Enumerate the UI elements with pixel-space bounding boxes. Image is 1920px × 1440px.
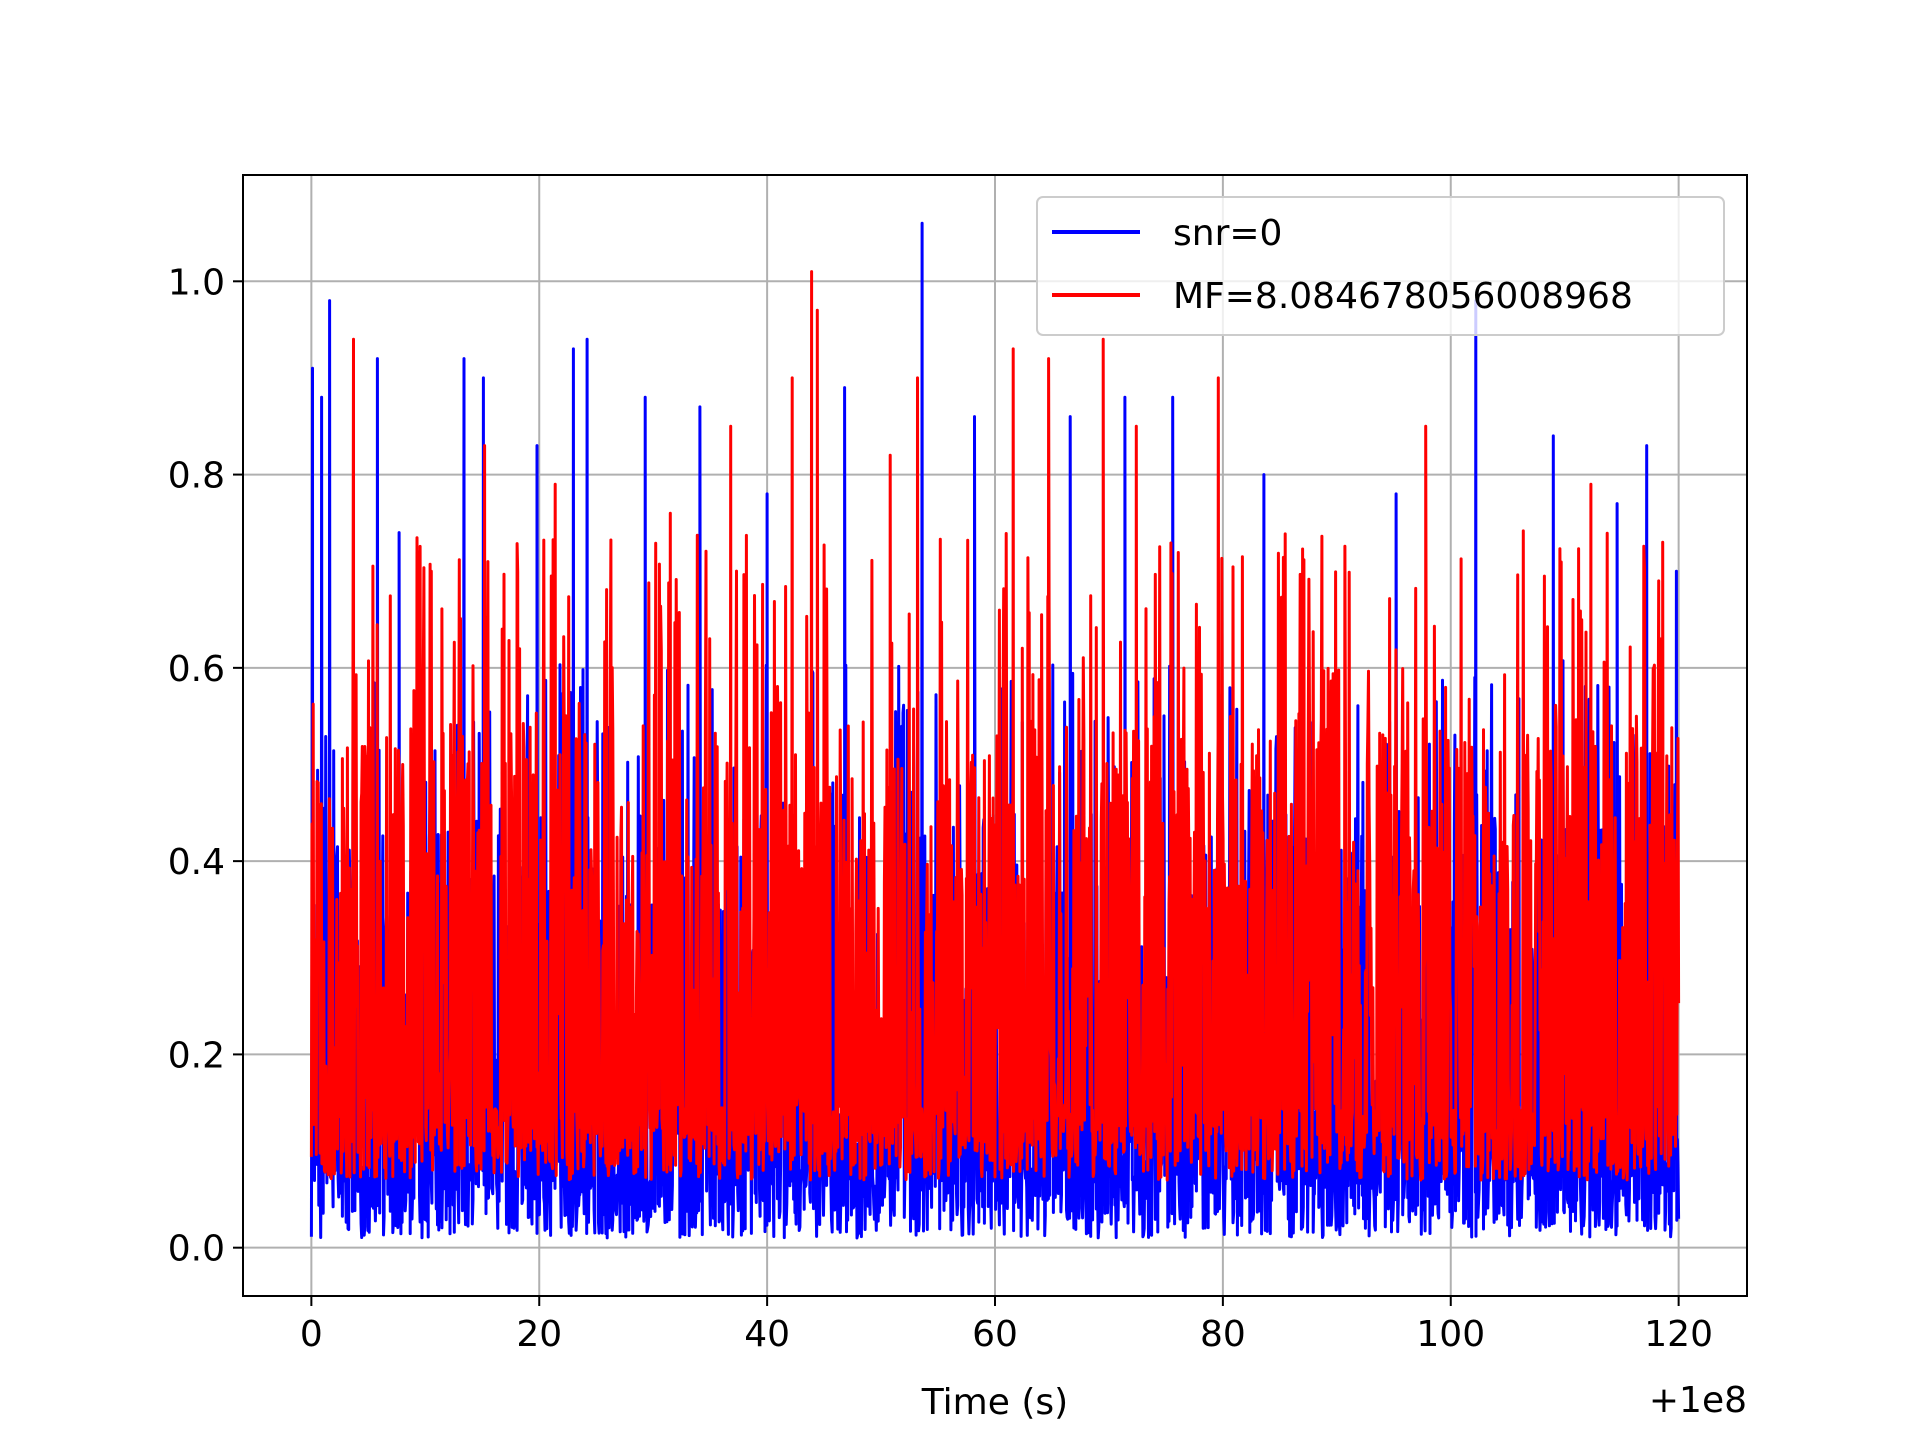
y-tick-label: 0.8 xyxy=(168,456,225,497)
x-tick-label: 120 xyxy=(1644,1314,1713,1355)
x-tick-label: 20 xyxy=(516,1314,562,1355)
x-tick-label: 100 xyxy=(1416,1314,1485,1355)
x-tick-label: 60 xyxy=(972,1314,1018,1355)
legend: snr=0 MF=8.084678056008968 xyxy=(1036,196,1725,336)
x-tick-label: 40 xyxy=(744,1314,790,1355)
x-offset-label: +1e8 xyxy=(1649,1380,1747,1421)
y-tick-label: 0.2 xyxy=(168,1035,225,1076)
y-tick-label: 1.0 xyxy=(168,262,225,303)
x-tick-label: 0 xyxy=(300,1314,323,1355)
y-tick-label: 0.0 xyxy=(168,1229,225,1270)
x-axis-label: Time (s) xyxy=(921,1382,1068,1423)
y-tick-label: 0.4 xyxy=(168,842,225,883)
legend-label-snr: snr=0 xyxy=(1173,213,1282,254)
series-lines xyxy=(309,221,1681,1240)
y-tick-label: 0.6 xyxy=(168,649,225,690)
legend-label-mf: MF=8.084678056008968 xyxy=(1173,276,1633,317)
axis-ticks: 0 20 40 60 80 100 120 0.0 0.2 0.4 0.6 0.8 1.0 xyxy=(168,262,1713,1355)
legend-box xyxy=(1036,196,1725,336)
series-line-1 xyxy=(309,270,1681,1182)
x-tick-label: 80 xyxy=(1200,1314,1246,1355)
